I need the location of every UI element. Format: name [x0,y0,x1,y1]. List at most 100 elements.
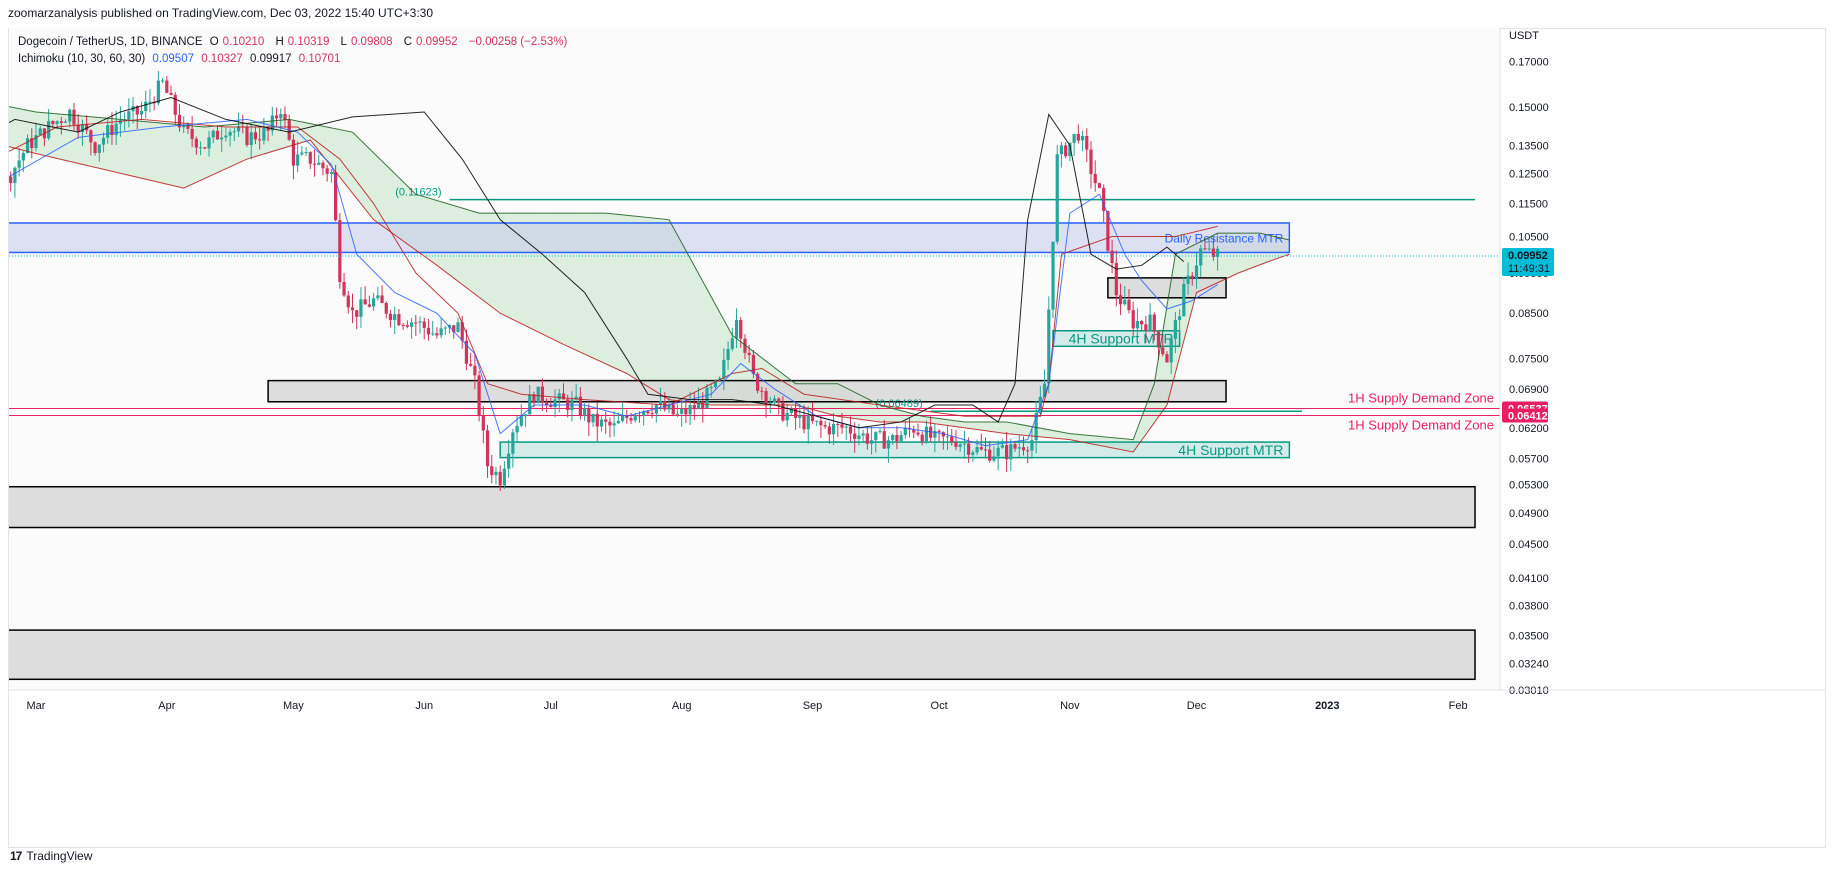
ichimoku-cloud-segment [90,116,96,168]
tradingview-logo-icon[interactable]: 17 [10,849,22,863]
ichimoku-cloud-segment [373,152,378,223]
candle-body [161,80,165,82]
y-tick-label: 0.08500 [1509,308,1549,320]
y-tick-label: 0.07500 [1509,354,1549,366]
lagging-line [9,97,1185,429]
y-tick-label: 0.12500 [1509,168,1549,180]
candle-body [51,121,55,125]
ichimoku-cloud-segment [1015,423,1020,435]
candle-body [431,333,435,335]
ichimoku-cloud-segment [99,117,104,170]
candle-body [895,435,899,442]
ichimoku-cloud-segment [369,148,374,220]
candle-body [1,193,4,203]
candle-body [148,101,152,103]
candle-body [532,394,536,404]
ichimoku-cloud-segment [698,273,703,404]
ichimoku-cloud-segment [331,127,336,172]
candle-body [198,147,203,149]
candle-body [291,139,296,166]
ichimoku-cloud-segment [19,108,24,151]
candle-body [511,432,515,454]
candle-body [1131,310,1135,329]
candle-body [47,121,51,139]
candle-body [971,452,975,455]
candle-body [502,468,507,486]
ichimoku-cloud-segment [327,127,332,167]
ichimoku-cloud-segment [1061,432,1066,440]
candle-body [764,391,768,404]
ichimoku-cloud-segment [149,122,155,182]
candle-body [388,313,393,321]
candle-body [266,127,270,131]
ichimoku-cloud-segment [187,125,193,187]
annotation-label: 4H Support MTR [1069,331,1174,347]
ichimoku-cloud-segment [656,218,661,395]
candle-body [1072,133,1076,143]
candle-body [34,135,38,149]
candle-body [591,413,595,423]
zone-box [9,485,1476,529]
candle-body [1165,354,1169,363]
ichimoku-cloud-segment [989,421,994,432]
ichimoku-cloud-segment [82,116,87,166]
candle-body [756,373,760,391]
candle-body [853,433,857,440]
ichimoku-cloud-segment [137,120,142,179]
ichimoku-cloud-segment [1027,425,1032,437]
candle-body [1207,248,1211,250]
ichimoku-cloud-segment [196,126,201,183]
x-tick-label: Feb [1449,700,1468,712]
candle-body [561,393,566,400]
ichimoku-cloud-segment [631,215,636,379]
y-tick-label: 0.17000 [1509,57,1549,69]
candle-body [983,449,988,451]
candle-body [772,398,777,403]
candle-body [658,401,663,405]
ichimoku-cloud-segment [382,161,387,229]
symbol-name[interactable]: Dogecoin / TetherUS, 1D, BINANCE [18,36,203,48]
ichimoku-cloud-segment [947,419,952,427]
candle-body [954,442,958,447]
candle-body [1026,450,1030,452]
ichimoku-cloud-segment [1048,429,1054,439]
candle-body [296,154,300,166]
ichimoku-cloud-segment [335,128,340,178]
candle-body [616,420,620,424]
candle-body [696,401,701,410]
x-tick-label: Dec [1187,700,1207,712]
candle-body [422,321,426,328]
candle-body [338,220,342,283]
candle-body [101,137,106,145]
candle-body [1009,444,1013,460]
candle-body [190,128,194,139]
candle-body [173,94,177,115]
ichimoku-cloud-segment [706,289,712,406]
candle-body [30,138,34,149]
ichimoku-cloud-segment [386,165,391,232]
ichimoku-cloud-segment [1002,421,1007,434]
ichimoku-cloud-segment [1040,428,1045,438]
candle-body [473,365,477,376]
candle-body [941,432,945,437]
ichimoku-cloud-segment [200,126,205,181]
zone-box [9,629,1476,681]
ichimoku-cloud-segment [234,123,239,165]
candle-body [435,333,439,336]
ichimoku-cloud-segment [702,281,707,405]
ichimoku-cloud-segment [998,421,1003,434]
candle-body [958,444,962,447]
change-value: −0.00258 (−2.53%) [468,36,568,48]
candle-body [376,295,380,299]
ichimoku-name[interactable]: Ichimoku (10, 30, 60, 30) [18,53,146,65]
candle-body [950,436,954,443]
candle-body [1055,154,1059,242]
ichimoku-cloud-segment [276,120,281,151]
candle-body [882,431,886,449]
candle-body [1085,135,1089,150]
ichimoku-cloud-segment [120,119,125,175]
ichimoku-cloud-segment [884,406,889,422]
tradingview-brand[interactable]: TradingView [26,849,93,863]
candle-body [553,399,557,408]
